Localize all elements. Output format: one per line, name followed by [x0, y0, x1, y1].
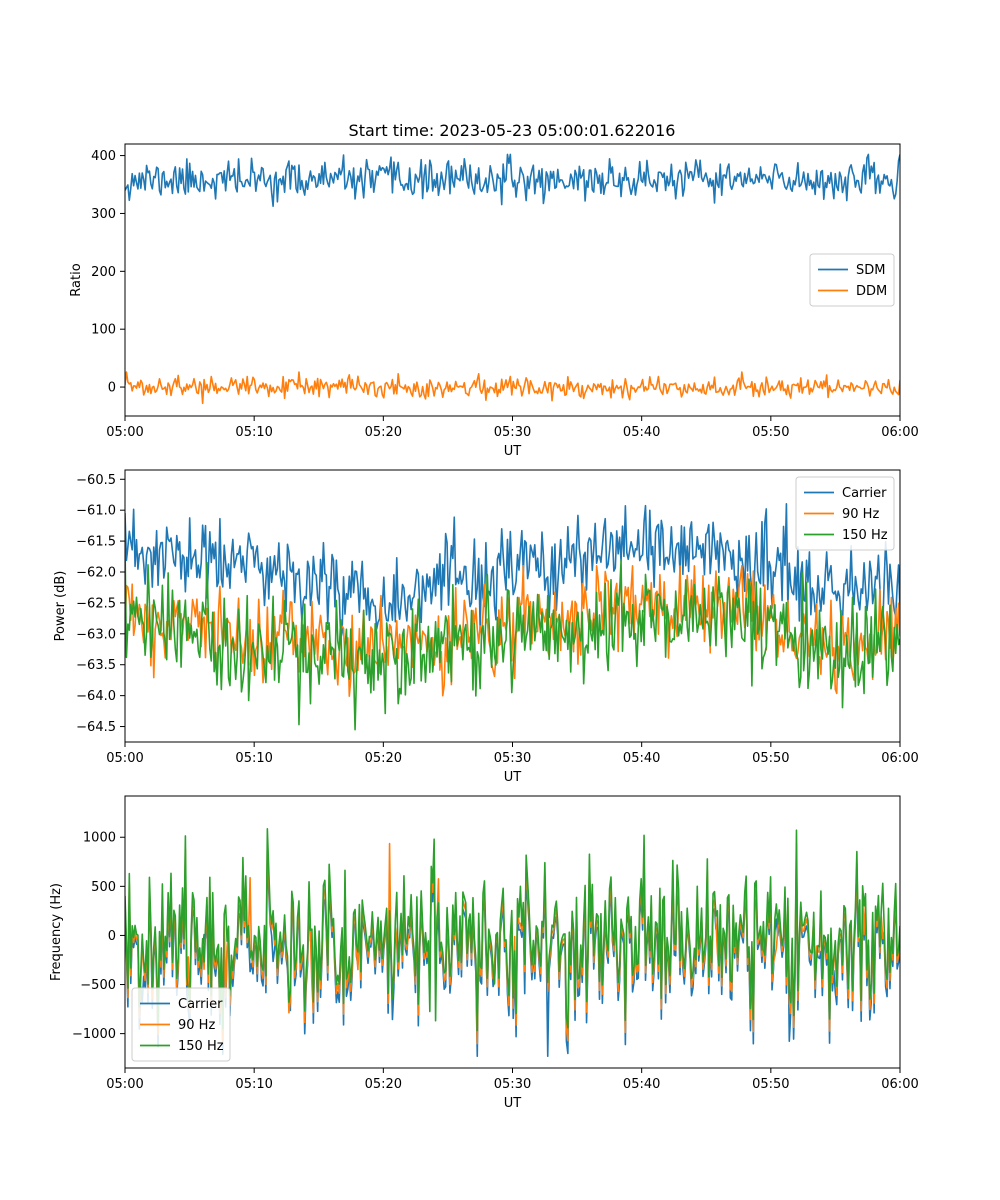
x-tick-label: 05:40 [623, 751, 660, 766]
series-group [125, 502, 900, 731]
y-tick-label: 0 [108, 929, 116, 944]
legend-entry: SDM [856, 263, 885, 278]
legend-entry: 90 Hz [178, 1018, 215, 1033]
x-tick-label: 06:00 [881, 1077, 918, 1092]
power-panel: 05:00 05:10 05:20 05:30 05:40 05:50 06:00 −60.5… [53, 469, 919, 785]
legend-box [131, 987, 231, 1062]
legend-entry: 150 Hz [842, 528, 888, 543]
y-axis-label: Frequency (Hz) [49, 883, 64, 981]
legend-entry: 90 Hz [842, 507, 879, 522]
legend-entry: 150 Hz [178, 1039, 224, 1054]
x-tick-label: 05:30 [494, 751, 531, 766]
x-tick-label: 05:30 [494, 425, 531, 440]
x-tick-label: 05:10 [235, 1077, 272, 1092]
series-line-150-hz [125, 544, 900, 731]
y-tick-label: −500 [80, 978, 116, 993]
x-tick-label: 05:50 [752, 751, 789, 766]
series-line-ddm [125, 371, 900, 405]
y-tick-label: 400 [91, 149, 116, 164]
y-tick-label: −61.0 [76, 504, 116, 519]
frequency-panel: 05:00 05:10 05:20 05:30 05:40 05:50 06:00 −1000… [49, 795, 919, 1111]
series-line-sdm [125, 153, 900, 208]
y-tick-label: 0 [108, 381, 116, 396]
ratio-panel: 05:00 05:10 05:20 05:30 05:40 05:50 06:00 0 100 2… [69, 143, 919, 459]
y-tick-label: 100 [91, 323, 116, 338]
y-tick-label: 300 [91, 207, 116, 222]
x-tick-label: 05:50 [752, 425, 789, 440]
y-tick-label: −64.5 [76, 720, 116, 735]
legend: SDM DDM [809, 253, 895, 307]
legend-entry: DDM [856, 284, 887, 299]
x-tick-label: 05:40 [623, 425, 660, 440]
series-line-carrier [125, 502, 900, 641]
figure-title: Start time: 2023-05-23 05:00:01.622016 [349, 121, 676, 140]
x-tick-label: 05:20 [365, 751, 402, 766]
legend: Carrier 90 Hz 150 Hz [795, 476, 895, 551]
x-tick-label: 05:30 [494, 1077, 531, 1092]
y-tick-label: −60.5 [76, 473, 116, 488]
series-line-150-hz [125, 828, 900, 1032]
legend: Carrier 90 Hz 150 Hz [131, 987, 231, 1062]
y-tick-label: 200 [91, 265, 116, 280]
x-tick-label: 05:50 [752, 1077, 789, 1092]
x-tick-label: 05:00 [106, 1077, 143, 1092]
x-tick-label: 05:10 [235, 425, 272, 440]
x-axis-label: UT [504, 770, 522, 785]
legend-box [809, 253, 895, 307]
x-tick-label: 05:20 [365, 425, 402, 440]
legend-box [795, 476, 895, 551]
y-axis-label: Ratio [69, 263, 84, 296]
y-tick-label: −63.5 [76, 658, 116, 673]
y-tick-label: −63.0 [76, 627, 116, 642]
y-tick-label: −62.0 [76, 566, 116, 581]
legend-entry: Carrier [178, 997, 223, 1012]
x-tick-label: 06:00 [881, 751, 918, 766]
y-tick-label: −61.5 [76, 535, 116, 550]
series-line-90-hz [125, 565, 900, 697]
plot-area [125, 144, 900, 416]
x-tick-label: 05:10 [235, 751, 272, 766]
x-tick-label: 05:20 [365, 1077, 402, 1092]
legend-entry: Carrier [842, 486, 887, 501]
x-tick-label: 05:40 [623, 1077, 660, 1092]
x-tick-label: 06:00 [881, 425, 918, 440]
series-group [125, 828, 900, 1058]
y-tick-label: 1000 [83, 831, 116, 846]
series-group [125, 153, 900, 405]
x-tick-label: 05:00 [106, 751, 143, 766]
x-axis-label: UT [504, 444, 522, 459]
x-tick-label: 05:00 [106, 425, 143, 440]
y-tick-label: −64.0 [76, 689, 116, 704]
y-axis-label: Power (dB) [53, 571, 68, 642]
y-tick-label: 500 [91, 880, 116, 895]
x-axis-label: UT [504, 1096, 522, 1111]
y-tick-label: −1000 [72, 1027, 116, 1042]
y-tick-label: −62.5 [76, 596, 116, 611]
